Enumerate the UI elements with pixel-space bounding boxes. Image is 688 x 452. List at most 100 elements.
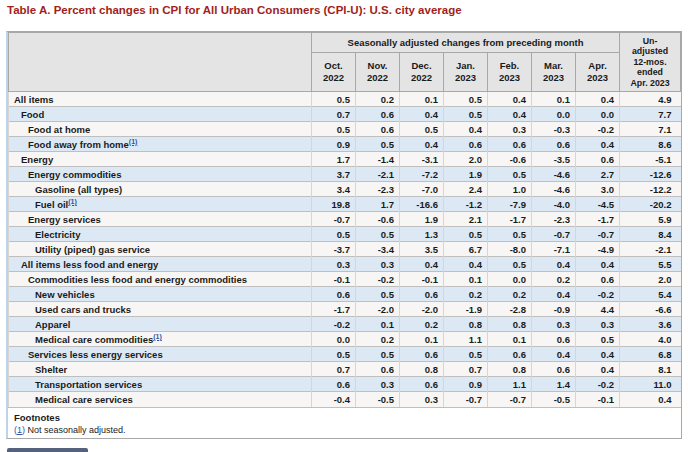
data-cell: -5.1 — [620, 152, 681, 167]
row-label: Fuel oil(1) — [9, 197, 312, 212]
row-label: Used cars and trucks — [9, 302, 312, 317]
data-cell: 0.4 — [488, 92, 532, 107]
table-row: Medical care services-0.4-0.50.3-0.7-0.7… — [9, 392, 681, 407]
footnote-ref-link[interactable]: (1) — [129, 138, 138, 145]
data-cell: 7.7 — [620, 107, 681, 122]
download-button-partial[interactable] — [7, 448, 88, 452]
row-label: Services less energy services — [9, 347, 312, 362]
data-cell: -2.0 — [356, 302, 400, 317]
data-cell: -0.1 — [312, 272, 356, 287]
data-cell: 1.3 — [400, 227, 444, 242]
data-cell: 3.0 — [576, 182, 620, 197]
data-cell: 8.1 — [620, 362, 681, 377]
data-cell: 0.5 — [488, 227, 532, 242]
data-cell: 0.9 — [444, 377, 488, 392]
data-cell: 0.3 — [356, 257, 400, 272]
data-cell: 6.8 — [620, 347, 681, 362]
data-cell: 0.5 — [356, 347, 400, 362]
data-cell: 0.7 — [444, 362, 488, 377]
data-cell: 0.7 — [312, 107, 356, 122]
table-row: New vehicles0.60.50.60.20.20.4-0.25.4 — [9, 287, 681, 302]
data-cell: 0.4 — [532, 347, 576, 362]
row-label: Utility (piped) gas service — [9, 242, 312, 257]
data-cell: -0.2 — [576, 287, 620, 302]
data-cell: 1.9 — [400, 212, 444, 227]
data-cell: -0.9 — [532, 302, 576, 317]
data-cell: 0.6 — [576, 272, 620, 287]
data-cell: 0.3 — [488, 122, 532, 137]
data-cell: 0.6 — [400, 347, 444, 362]
row-label: Food — [9, 107, 312, 122]
table-row: Energy services-0.7-0.61.92.1-1.7-2.3-1.… — [9, 212, 681, 227]
data-cell: 0.5 — [312, 227, 356, 242]
data-cell: 0.4 — [576, 257, 620, 272]
data-cell: -7.1 — [532, 242, 576, 257]
table-row: Used cars and trucks-1.7-2.0-2.0-1.9-2.8… — [9, 302, 681, 317]
row-label: All items less food and energy — [9, 257, 312, 272]
footnote-ref-link[interactable]: (1) — [68, 198, 77, 205]
data-cell: 0.4 — [576, 137, 620, 152]
data-cell: -0.4 — [312, 392, 356, 407]
data-cell: 0.2 — [532, 272, 576, 287]
data-cell: 0.6 — [488, 347, 532, 362]
data-cell: -7.9 — [488, 197, 532, 212]
cpi-table: Seasonally adjusted changes from precedi… — [8, 32, 681, 407]
data-cell: -2.1 — [356, 167, 400, 182]
data-cell: 0.2 — [356, 332, 400, 347]
cpi-table-container: Seasonally adjusted changes from precedi… — [6, 31, 682, 439]
data-cell: -2.3 — [532, 212, 576, 227]
data-cell: 0.1 — [444, 272, 488, 287]
column-header-jan-2023: Jan. 2023 — [444, 53, 488, 92]
data-cell: -0.2 — [576, 377, 620, 392]
data-cell: -0.6 — [356, 212, 400, 227]
data-cell: -0.3 — [532, 122, 576, 137]
data-cell: 4.0 — [620, 332, 681, 347]
data-cell: 2.0 — [620, 272, 681, 287]
table-body: All items0.50.20.10.50.40.10.44.9Food0.7… — [9, 92, 681, 407]
data-cell: 1.7 — [312, 152, 356, 167]
footnote-ref-link[interactable]: (1) — [153, 333, 162, 340]
data-cell: -1.2 — [444, 197, 488, 212]
row-label: Gasoline (all types) — [9, 182, 312, 197]
table-row: Energy1.7-1.4-3.12.0-0.6-3.50.6-5.1 — [9, 152, 681, 167]
data-cell: 0.9 — [312, 137, 356, 152]
data-cell: 0.4 — [576, 362, 620, 377]
data-cell: 0.7 — [312, 362, 356, 377]
data-cell: -4.5 — [576, 197, 620, 212]
data-cell: 1.7 — [356, 197, 400, 212]
data-cell: 3.7 — [312, 167, 356, 182]
table-row: Shelter0.70.60.80.70.80.60.48.1 — [9, 362, 681, 377]
data-cell: -0.7 — [532, 227, 576, 242]
data-cell: 0.3 — [356, 377, 400, 392]
row-label: Shelter — [9, 362, 312, 377]
data-cell: -0.1 — [400, 272, 444, 287]
data-cell: -0.2 — [312, 317, 356, 332]
unadjusted-column-header: Un- adjusted 12-mos. ended Apr. 2023 — [620, 33, 681, 92]
data-cell: 6.7 — [444, 242, 488, 257]
data-cell: 1.0 — [488, 182, 532, 197]
data-cell: 0.4 — [488, 107, 532, 122]
data-cell: 0.4 — [444, 122, 488, 137]
data-cell: 0.4 — [620, 392, 681, 407]
row-label: All items — [9, 92, 312, 107]
row-label: Energy — [9, 152, 312, 167]
data-cell: 0.3 — [312, 257, 356, 272]
data-cell: -3.4 — [356, 242, 400, 257]
data-cell: 0.5 — [356, 227, 400, 242]
table-row: Fuel oil(1)19.81.7-16.6-1.2-7.9-4.0-4.5-… — [9, 197, 681, 212]
data-cell: -2.1 — [620, 242, 681, 257]
data-cell: 0.6 — [400, 377, 444, 392]
data-cell: 0.6 — [576, 152, 620, 167]
data-cell: 0.6 — [444, 137, 488, 152]
table-row: Transportation services0.60.30.60.91.11.… — [9, 377, 681, 392]
row-label: Commodities less food and energy commodi… — [9, 272, 312, 287]
data-cell: 0.5 — [488, 167, 532, 182]
data-cell: 0.4 — [532, 287, 576, 302]
data-cell: 0.6 — [356, 122, 400, 137]
data-cell: 0.6 — [532, 332, 576, 347]
data-cell: -7.2 — [400, 167, 444, 182]
data-cell: 0.4 — [444, 257, 488, 272]
data-cell: -0.2 — [576, 122, 620, 137]
data-cell: -0.7 — [576, 227, 620, 242]
footnote-1-link[interactable]: (1) — [14, 425, 25, 435]
